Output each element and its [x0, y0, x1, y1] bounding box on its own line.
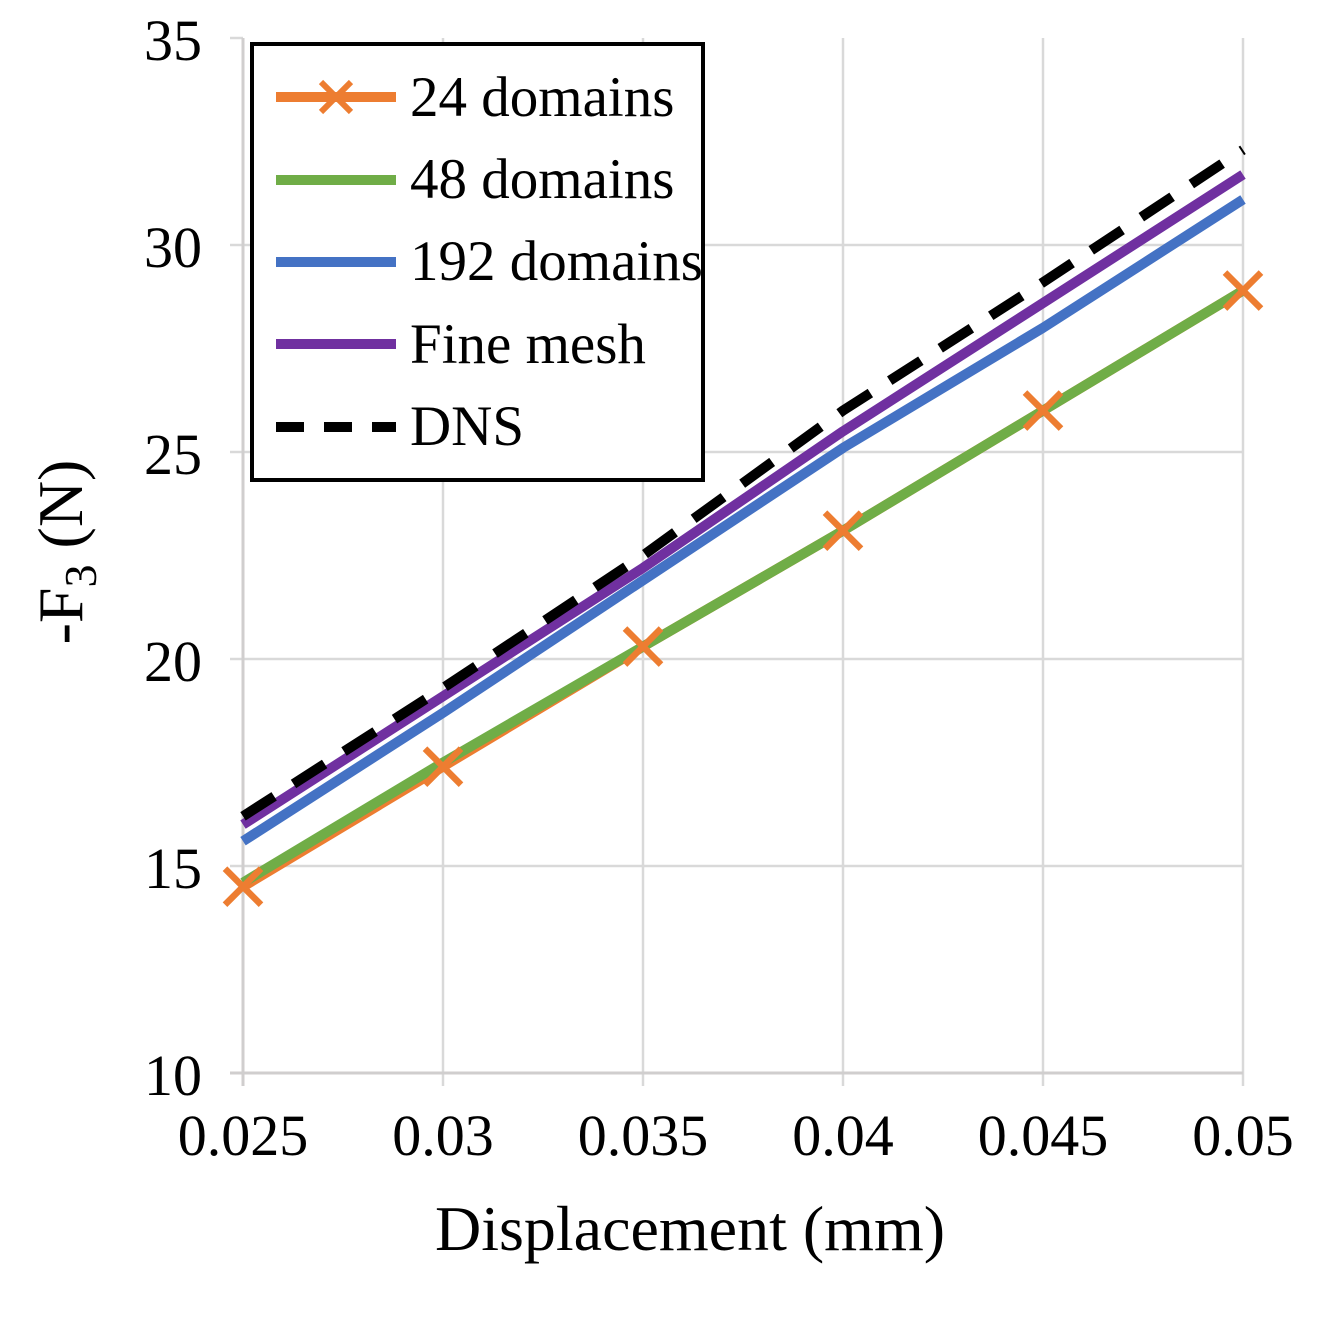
series-line-48-domains — [240, 286, 1246, 887]
x-tick-label: 0.04 — [792, 1103, 894, 1168]
series-line-192-domains — [240, 195, 1246, 846]
legend-line-sample-icon — [276, 174, 396, 185]
data-series — [240, 145, 1246, 891]
x-tick-label: 0.035 — [578, 1103, 709, 1168]
y-axis-title: -F3 (N) — [25, 460, 106, 645]
data-point-markers — [222, 270, 1264, 907]
legend-label: 192 domains — [410, 230, 703, 294]
legend-item-48-domains: 48 domains — [274, 151, 701, 208]
y-tick-label: 10 — [144, 1043, 202, 1108]
x-tick-label: 0.045 — [978, 1103, 1109, 1168]
legend-item-24-domains: 24 domains — [274, 69, 701, 126]
y-axis-tick-labels: 35 30 25 20 15 10 — [144, 8, 202, 1108]
legend-line-sample-icon — [276, 256, 396, 267]
series-line-fine-mesh — [240, 170, 1246, 829]
legend-label: 48 domains — [410, 148, 675, 212]
legend-item-dns: DNS — [274, 398, 701, 455]
x-axis-title: Displacement (mm) — [435, 1193, 945, 1264]
x-tick-label: 0.03 — [392, 1103, 494, 1168]
x-tick-label: 0.05 — [1192, 1103, 1294, 1168]
legend-line-sample-icon — [276, 339, 396, 350]
y-tick-label: 30 — [144, 215, 202, 280]
y-tick-label: 35 — [144, 8, 202, 73]
y-tick-label: 25 — [144, 422, 202, 487]
legend: 24 domains 48 domains 192 domains Fine m… — [250, 42, 705, 482]
y-tick-label: 20 — [144, 629, 202, 694]
legend-label: DNS — [410, 395, 525, 459]
y-tick-label: 15 — [144, 836, 202, 901]
legend-label: Fine mesh — [410, 312, 646, 376]
legend-line-sample-with-x-marker-icon — [276, 80, 396, 115]
legend-item-192-domains: 192 domains — [274, 230, 703, 294]
legend-item-fine-mesh: Fine mesh — [274, 316, 701, 373]
x-tick-label: 0.025 — [178, 1103, 309, 1168]
x-axis-tick-labels: 0.025 0.03 0.035 0.04 0.045 0.05 — [178, 1103, 1294, 1168]
legend-dashed-line-sample-icon — [276, 421, 396, 432]
legend-label: 24 domains — [410, 65, 675, 129]
series-line-dns — [240, 145, 1246, 821]
